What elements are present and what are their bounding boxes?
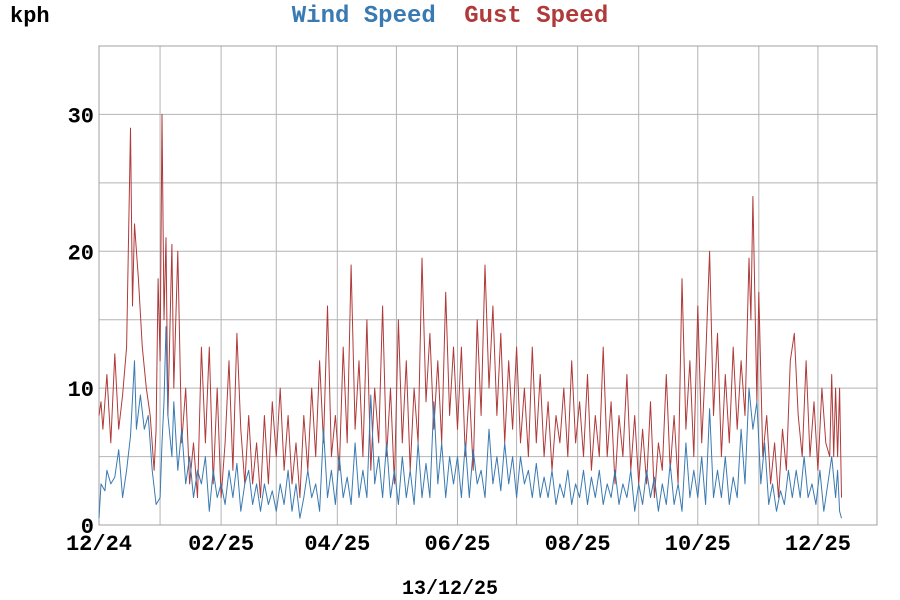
x-tick-label: 06/25: [424, 532, 490, 557]
legend-wind-speed: Wind Speed: [292, 3, 436, 30]
x-tick-label: 04/25: [304, 532, 370, 557]
legend-gust-speed: Gust Speed: [464, 3, 608, 30]
legend: Wind Speed Gust Speed: [292, 3, 608, 30]
y-tick-label: 0: [81, 515, 94, 540]
y-tick-label: 20: [68, 241, 94, 266]
gust-speed-line: [98, 113, 842, 499]
y-tick-label: 10: [68, 378, 94, 403]
y-tick-labels: 0 10 20 30: [68, 104, 94, 540]
x-tick-label: 12/24: [66, 532, 132, 557]
x-tick-label: 08/25: [545, 532, 611, 557]
x-tick-label: 12/25: [785, 532, 851, 557]
grid: [99, 45, 877, 525]
x-tick-label: 02/25: [188, 532, 254, 557]
series-layer: [98, 113, 842, 519]
wind-speed-line: [98, 326, 842, 519]
plot-area: [98, 45, 878, 526]
x-axis-label: 13/12/25: [402, 578, 498, 600]
x-tick-labels: 12/24 02/25 04/25 06/25 08/25 10/25 12/25: [66, 532, 851, 557]
unit-label: kph: [10, 4, 50, 29]
x-tick-label: 10/25: [665, 532, 731, 557]
y-tick-label: 30: [68, 104, 94, 129]
